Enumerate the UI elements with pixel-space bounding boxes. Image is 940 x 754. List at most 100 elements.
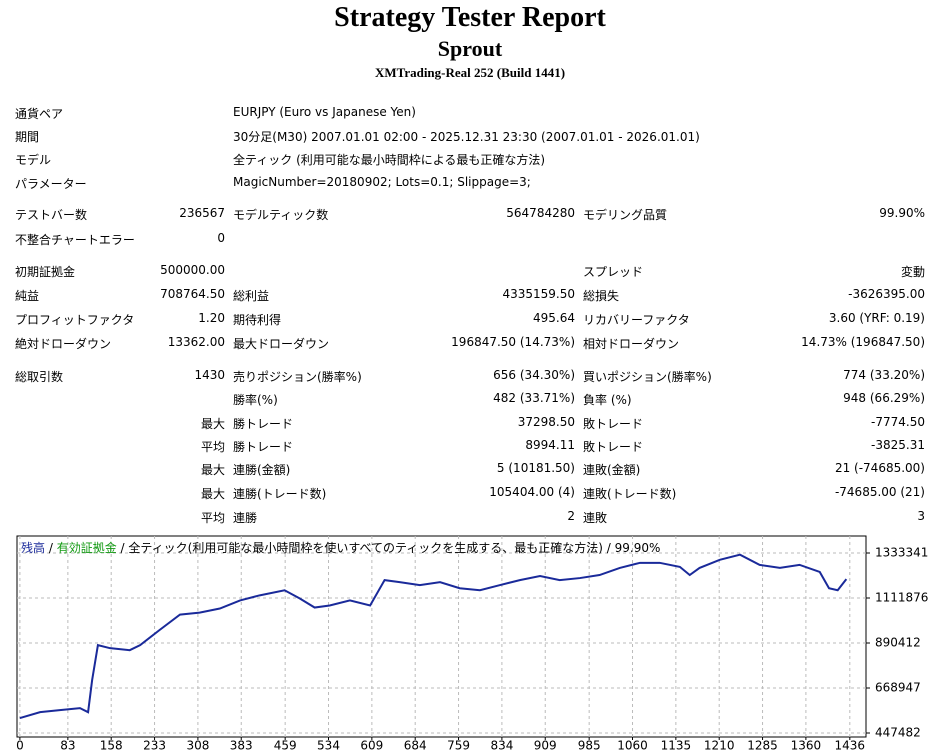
y-tick-label: 668947 <box>875 681 921 695</box>
x-tick-label: 83 <box>60 739 75 753</box>
cell: -74685.00 (21) <box>834 485 925 499</box>
cell: 売りポジション(勝率%) <box>233 370 362 384</box>
cell: 連敗(金額) <box>583 463 641 477</box>
x-tick-label: 1360 <box>791 739 822 753</box>
cell: 総取引数 <box>15 370 64 384</box>
cell: 656 (34.30%) <box>493 368 575 382</box>
title: Strategy Tester Report <box>334 2 606 33</box>
cell: 948 (66.29%) <box>843 391 925 405</box>
cell: 連敗 <box>583 511 608 525</box>
cell: 連勝(金額) <box>233 463 291 477</box>
cell: -7774.50 <box>871 415 925 429</box>
cell: モデリング品質 <box>583 208 668 222</box>
cell: 0 <box>217 231 225 245</box>
x-tick-label: 459 <box>274 739 297 753</box>
y-tick-label: 890412 <box>875 635 921 649</box>
cell: 連勝 <box>233 511 258 525</box>
x-tick-label: 1436 <box>835 739 866 753</box>
cell: 3 <box>917 509 925 523</box>
cell: 14.73% (196847.50) <box>801 335 925 349</box>
cell: 4335159.50 <box>502 287 575 301</box>
cell: 30分足(M30) 2007.01.01 02:00 - 2025.12.31 … <box>233 130 700 144</box>
x-tick-label: 233 <box>143 739 166 753</box>
legend-entry: 有効証拠金 <box>57 540 117 555</box>
cell: 482 (33.71%) <box>493 391 575 405</box>
legend-entry: / <box>45 541 57 555</box>
legend-entry: 残高 <box>21 540 45 555</box>
subtitle: Sprout <box>437 36 503 61</box>
cell: 最大 <box>200 463 225 477</box>
x-tick-label: 1060 <box>617 739 648 753</box>
x-tick-label: 383 <box>230 739 253 753</box>
cell: 最大 <box>200 487 225 501</box>
balance-line <box>19 553 848 720</box>
x-tick-label: 308 <box>186 739 209 753</box>
cell: 勝トレード <box>233 440 294 454</box>
legend: 残高 / 有効証拠金 / 全ティック(利用可能な最小時間枠を使いすべてのティック… <box>21 540 660 555</box>
cell: テストバー数 <box>15 208 88 222</box>
x-tick-label: 759 <box>447 739 470 753</box>
x-tick-label: 1135 <box>661 739 692 753</box>
plot-area <box>16 535 867 738</box>
legend-entry: / 全ティック(利用可能な最小時間枠を使いすべてのティックを生成する、最も正確な… <box>117 540 661 555</box>
cell: 平均 <box>200 511 225 525</box>
cell: 負率 (%) <box>583 393 632 407</box>
y-tick-label: 1111876 <box>875 590 928 604</box>
cell: -3626395.00 <box>848 287 925 301</box>
cell: 500000.00 <box>160 263 225 277</box>
y-tick-label: 447482 <box>875 726 921 740</box>
cell: 774 (33.20%) <box>843 368 925 382</box>
cell: 相対ドローダウン <box>583 337 680 351</box>
cell: 期間 <box>15 130 40 144</box>
server: XMTrading-Real 252 (Build 1441) <box>374 65 566 80</box>
cell: -3825.31 <box>871 438 925 452</box>
cell: 37298.50 <box>517 415 575 429</box>
x-tick-label: 0 <box>16 739 24 753</box>
cell: 21 (-74685.00) <box>834 461 925 475</box>
cell: 最大ドローダウン <box>233 337 330 351</box>
x-tick-label: 609 <box>360 739 383 753</box>
cell: 不整合チャートエラー <box>15 233 135 247</box>
cell: 最大 <box>200 417 225 431</box>
x-tick-label: 834 <box>490 739 513 753</box>
y-tick-label: 1333341 <box>875 545 928 559</box>
cell: 196847.50 (14.73%) <box>451 335 575 349</box>
x-tick-label: 1285 <box>747 739 778 753</box>
cell: 1.20 <box>198 311 225 325</box>
x-tick-label: 1210 <box>704 739 735 753</box>
cell: 2 <box>567 509 575 523</box>
cell: リカバリーファクタ <box>583 313 690 327</box>
cell: 564784280 <box>506 206 575 220</box>
cell: 敗トレード <box>583 417 644 431</box>
cell: 105404.00 (4) <box>489 485 575 499</box>
x-tick-label: 534 <box>317 739 340 753</box>
cell: 99.90% <box>879 206 925 220</box>
cell: スプレッド <box>583 265 644 279</box>
cell: 期待利得 <box>233 313 282 327</box>
cell: 連勝(トレード数) <box>233 487 327 501</box>
cell: MagicNumber=20180902; Lots=0.1; Slippage… <box>233 175 531 189</box>
cell: 変動 <box>900 265 925 279</box>
cell: モデルティック数 <box>233 208 329 222</box>
cell: 3.60 (YRF: 0.19) <box>828 311 925 325</box>
cell: 絶対ドローダウン <box>15 337 112 351</box>
cell: 敗トレード <box>583 440 644 454</box>
cell: 236567 <box>179 206 225 220</box>
cell: モデル <box>15 153 52 167</box>
cell: 5 (10181.50) <box>496 461 575 475</box>
cell: 初期証拠金 <box>15 265 76 279</box>
cell: 連敗(トレード数) <box>583 487 677 501</box>
cell: 495.64 <box>533 311 575 325</box>
cell: 総損失 <box>583 289 620 303</box>
cell: EURJPY (Euro vs Japanese Yen) <box>233 105 416 119</box>
x-tick-label: 158 <box>100 739 123 753</box>
cell: 総利益 <box>233 289 270 303</box>
cell: パラメーター <box>15 177 87 191</box>
x-tick-label: 684 <box>404 739 427 753</box>
cell: 勝トレード <box>233 417 294 431</box>
cell: 勝率(%) <box>233 393 278 407</box>
x-tick-label: 909 <box>534 739 557 753</box>
cell: 13362.00 <box>167 335 225 349</box>
